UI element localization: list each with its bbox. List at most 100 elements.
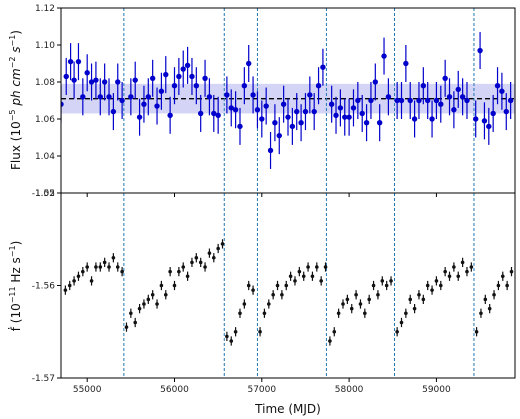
flux-point [259, 100, 265, 138]
data-point [72, 279, 76, 283]
y-tick-label: 1.10 [35, 41, 55, 51]
data-point [224, 92, 230, 98]
fdot-point [332, 327, 337, 337]
data-point [110, 108, 117, 115]
fdot-point [310, 271, 315, 281]
fdot-point [258, 327, 262, 337]
data-point [359, 110, 365, 117]
data-point [189, 73, 195, 80]
data-point [193, 83, 200, 89]
flux-point [80, 78, 86, 116]
fdot-point [460, 257, 465, 267]
data-point [395, 329, 399, 334]
fdot-point [479, 308, 483, 318]
data-point [263, 103, 269, 109]
data-point [411, 116, 418, 122]
data-point [120, 269, 124, 274]
fdot-point [63, 285, 68, 295]
flux-point [128, 78, 134, 116]
data-point [194, 255, 199, 260]
fdot-point [412, 304, 417, 314]
top-x-ticks [86, 193, 437, 197]
fdot-point [98, 262, 103, 272]
y-tick-label: 1.12 [35, 4, 55, 14]
data-point [184, 62, 191, 69]
flux-point [75, 43, 82, 81]
flux-point [61, 85, 64, 123]
data-point [417, 292, 421, 297]
flux-point [486, 107, 492, 145]
data-point [404, 311, 408, 316]
data-point [354, 292, 358, 297]
data-point [430, 288, 434, 292]
data-point [464, 97, 470, 104]
data-point [496, 283, 501, 288]
data-point [215, 112, 221, 119]
x-tick-label: 55000 [73, 385, 102, 395]
flux-point [385, 78, 392, 116]
data-point [490, 110, 496, 117]
data-point [97, 94, 103, 100]
fdot-point [430, 285, 434, 295]
fdot-point [107, 262, 111, 272]
data-point [229, 339, 234, 343]
flux-point [93, 61, 99, 99]
flux-point [276, 117, 282, 155]
fdot-point [328, 336, 332, 346]
flux-point [355, 82, 361, 119]
data-point [371, 283, 376, 288]
fdot-point [177, 267, 181, 277]
fdot-point [389, 276, 393, 286]
fdot-point [288, 271, 293, 281]
flux-point [403, 45, 409, 82]
flux-point [372, 63, 379, 101]
fdot-point [306, 262, 310, 272]
fdot-point [225, 331, 229, 341]
data-point [197, 110, 204, 117]
flux-point [101, 63, 108, 101]
data-point [93, 77, 99, 83]
flux-point [110, 93, 117, 131]
data-point [84, 70, 90, 76]
data-point [63, 288, 68, 292]
data-point [438, 101, 444, 107]
fdot-point [159, 280, 164, 291]
y-tick-label: -1.56 [32, 282, 56, 292]
data-point [198, 260, 203, 265]
data-point [358, 302, 363, 306]
data-point [483, 297, 488, 302]
flux-point [224, 76, 230, 114]
data-point [211, 255, 216, 260]
data-point [376, 120, 383, 126]
fdot-point [67, 280, 72, 291]
data-point [320, 64, 326, 70]
data-point [181, 265, 186, 269]
fdot-point [367, 294, 371, 304]
data-point [71, 77, 77, 83]
data-point [363, 311, 367, 316]
fdot-point [207, 248, 212, 258]
data-point [289, 123, 296, 130]
data-point [385, 94, 392, 100]
data-point [129, 311, 133, 316]
data-point [150, 292, 155, 297]
data-point [456, 274, 461, 279]
fdot-point [185, 271, 190, 281]
fdot-point [500, 271, 505, 281]
fdot-point [319, 276, 323, 286]
data-point [115, 265, 120, 269]
fdot-point [220, 239, 225, 249]
fdot-point [293, 276, 297, 286]
data-point [106, 94, 112, 100]
data-point [486, 123, 492, 130]
flux-point [320, 48, 326, 86]
data-point [80, 94, 86, 100]
data-point [172, 283, 177, 288]
data-point [207, 251, 212, 255]
data-point [67, 283, 72, 288]
data-point [421, 297, 426, 302]
fdot-point [76, 271, 81, 281]
flux-point [433, 82, 440, 119]
data-point [176, 73, 182, 80]
data-point [459, 94, 466, 100]
